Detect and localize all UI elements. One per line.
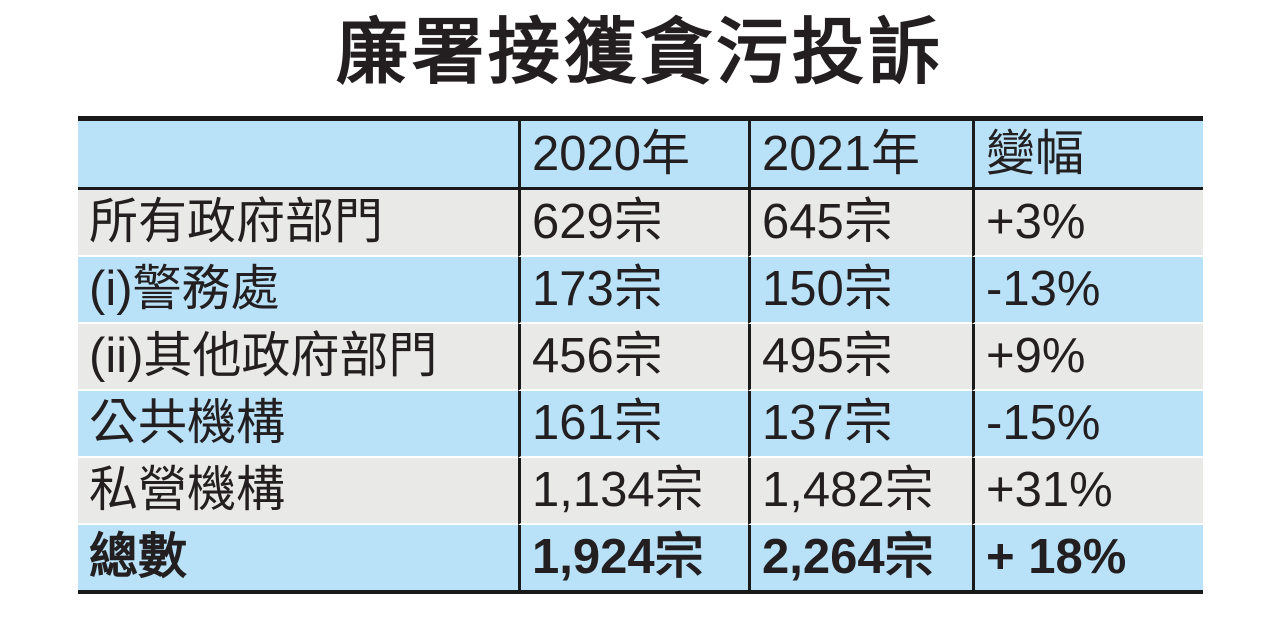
cell-change: -13%	[972, 257, 1203, 324]
row-label: 公共機構	[78, 391, 518, 458]
table-row-police: (i)警務處 173宗 150宗 -13%	[78, 257, 1203, 324]
cell-2020: 173宗	[518, 257, 748, 324]
table-header-row: 2020年 2021年 變幅	[78, 121, 1203, 190]
complaints-table: 2020年 2021年 變幅 所有政府部門 629宗 645宗 +3% (i)警…	[78, 116, 1203, 594]
row-label: 所有政府部門	[78, 190, 518, 257]
cell-change: +31%	[972, 458, 1203, 525]
header-change: 變幅	[972, 121, 1203, 190]
page-title: 廉署接獲貪污投訴	[335, 13, 944, 93]
cell-change: +9%	[972, 324, 1203, 391]
cell-2021: 645宗	[748, 190, 972, 257]
cell-2020: 456宗	[518, 324, 748, 391]
table-row-total: 總數 1,924宗 2,264宗 + 18%	[78, 525, 1203, 590]
cell-2020: 1,134宗	[518, 458, 748, 525]
table-row-all-govt: 所有政府部門 629宗 645宗 +3%	[78, 190, 1203, 257]
cell-2021: 2,264宗	[748, 525, 972, 590]
cell-2020: 1,924宗	[518, 525, 748, 590]
cell-change: -15%	[972, 391, 1203, 458]
table-row-private-sector: 私營機構 1,134宗 1,482宗 +31%	[78, 458, 1203, 525]
row-label: (i)警務處	[78, 257, 518, 324]
table-row-public-bodies: 公共機構 161宗 137宗 -15%	[78, 391, 1203, 458]
cell-2021: 150宗	[748, 257, 972, 324]
row-label: 私營機構	[78, 458, 518, 525]
cell-2021: 137宗	[748, 391, 972, 458]
header-year-2020: 2020年	[518, 121, 748, 190]
header-year-2021: 2021年	[748, 121, 972, 190]
cell-change: +3%	[972, 190, 1203, 257]
cell-2021: 495宗	[748, 324, 972, 391]
row-label: (ii)其他政府部門	[78, 324, 518, 391]
cell-change: + 18%	[972, 525, 1203, 590]
header-blank	[78, 121, 518, 190]
cell-2020: 629宗	[518, 190, 748, 257]
table-row-other-govt: (ii)其他政府部門 456宗 495宗 +9%	[78, 324, 1203, 391]
row-label: 總數	[78, 525, 518, 590]
cell-2021: 1,482宗	[748, 458, 972, 525]
cell-2020: 161宗	[518, 391, 748, 458]
